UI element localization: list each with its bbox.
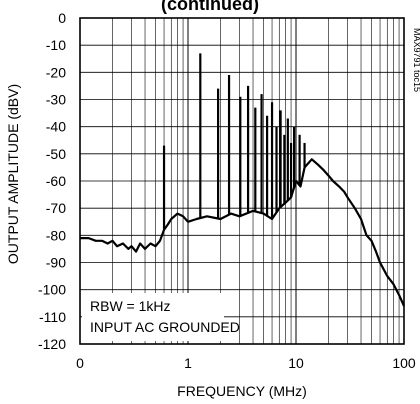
plot-frame <box>79 17 405 345</box>
y-tick-labels: 0 -10 -20 -30 -40 -50 -60 -70 -80 -90 -100 -110 -120 <box>38 10 66 352</box>
y-tick-label: -110 <box>39 309 66 325</box>
y-tick-label: -100 <box>38 282 66 298</box>
y-tick-label: -40 <box>46 119 66 135</box>
y-tick-label: -90 <box>46 255 66 271</box>
annotation-box <box>82 293 224 341</box>
annotation-rbw: RBW = 1kHz <box>90 298 171 314</box>
x-tick-labels: 0 1 10 100 <box>76 355 416 371</box>
annotation-input: INPUT AC GROUNDED <box>90 319 240 335</box>
y-tick-label: -10 <box>46 37 66 53</box>
y-tick-label: -120 <box>38 336 66 352</box>
y-tick-label: -20 <box>46 64 66 80</box>
x-axis-title: FREQUENCY (MHz) <box>177 383 307 399</box>
grid <box>79 17 404 345</box>
y-tick-label: -50 <box>46 146 66 162</box>
series-layer <box>80 53 406 307</box>
series-line-0 <box>80 158 406 307</box>
y-tick-label: -70 <box>46 200 66 216</box>
y-tick-label: -80 <box>46 227 66 243</box>
y-axis-title: OUTPUT AMPLITUDE (dBV) <box>5 84 21 264</box>
y-tick-label: 0 <box>58 10 66 26</box>
y-tick-label: -60 <box>46 173 66 189</box>
x-tick-label: 0 <box>76 355 84 371</box>
x-tick-label: 1 <box>184 355 192 371</box>
y-tick-label: -30 <box>46 92 66 108</box>
x-tick-label: 10 <box>288 355 304 371</box>
side-label: MAX9791 toc15 <box>412 28 420 92</box>
x-tick-label: 100 <box>392 355 416 371</box>
chart-title: (continued) <box>161 0 259 14</box>
